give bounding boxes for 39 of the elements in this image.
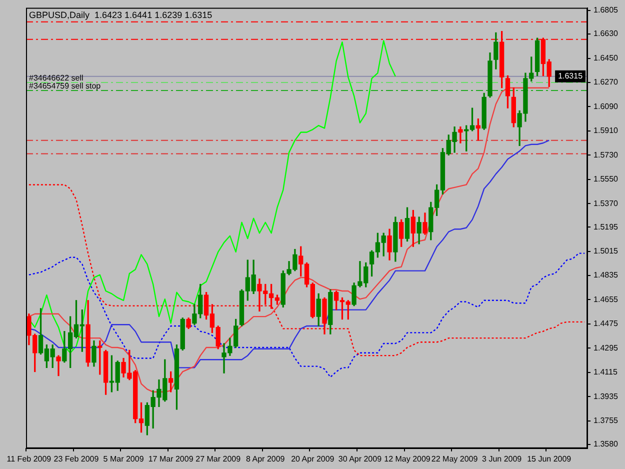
x-tick-label: 20 Apr 2009 [291,454,335,464]
x-tick-label: 12 May 2009 [384,454,431,464]
y-tick-label: 1.4115 [594,368,618,377]
annotation: 1.6315 [558,72,584,81]
x-tick-label: 8 Apr 2009 [246,454,286,464]
y-tick-label: 1.6270 [594,78,619,87]
x-tick-label: 23 Feb 2009 [54,454,100,464]
y-tick-label: 1.4295 [594,343,619,352]
x-tick-label: 3 Jun 2009 [482,454,522,464]
y-tick-label: 1.4835 [594,270,619,280]
y-tick-label: 1.4475 [594,319,619,328]
line-series [28,184,586,356]
y-tick-label: 1.5550 [594,174,619,184]
candlestick [56,355,61,376]
x-tick-label: 17 Mar 2009 [148,454,194,464]
y-tick-label: 1.5015 [594,246,619,256]
y-tick-label: 1.3755 [594,416,619,426]
y-tick-label: 1.4655 [594,294,619,304]
line-series [28,252,586,378]
x-tick-label: 11 Feb 2009 [6,454,52,464]
y-tick-label: 1.3580 [594,440,619,449]
y-tick-label: 1.5730 [594,150,619,160]
x-tick-label: 15 Jun 2009 [527,454,572,464]
y-tick-label: 1.3935 [594,392,619,401]
ref-line-label: #34646622 sell [29,74,84,83]
x-tick-label: 22 May 2009 [431,454,478,464]
x-tick-label: 30 Apr 2009 [338,454,382,464]
y-tick-label: 1.5195 [594,222,619,232]
candlestick [458,126,463,144]
y-tick-label: 1.6090 [594,102,619,111]
x-tick-label: 27 Mar 2009 [196,454,242,464]
y-tick-label: 1.6630 [594,29,619,38]
ref-line-label: #34654759 sell stop [29,82,102,91]
y-tick-label: 1.5370 [594,198,619,208]
chart-title: GBPUSD,Daily 1.6423 1.6441 1.6239 1.6315 [29,10,212,20]
y-tick-label: 1.6450 [594,53,619,62]
x-tick-label: 5 Mar 2009 [103,454,144,464]
y-tick-label: 1.5910 [594,126,619,136]
y-tick-label: 1.6805 [594,6,619,15]
